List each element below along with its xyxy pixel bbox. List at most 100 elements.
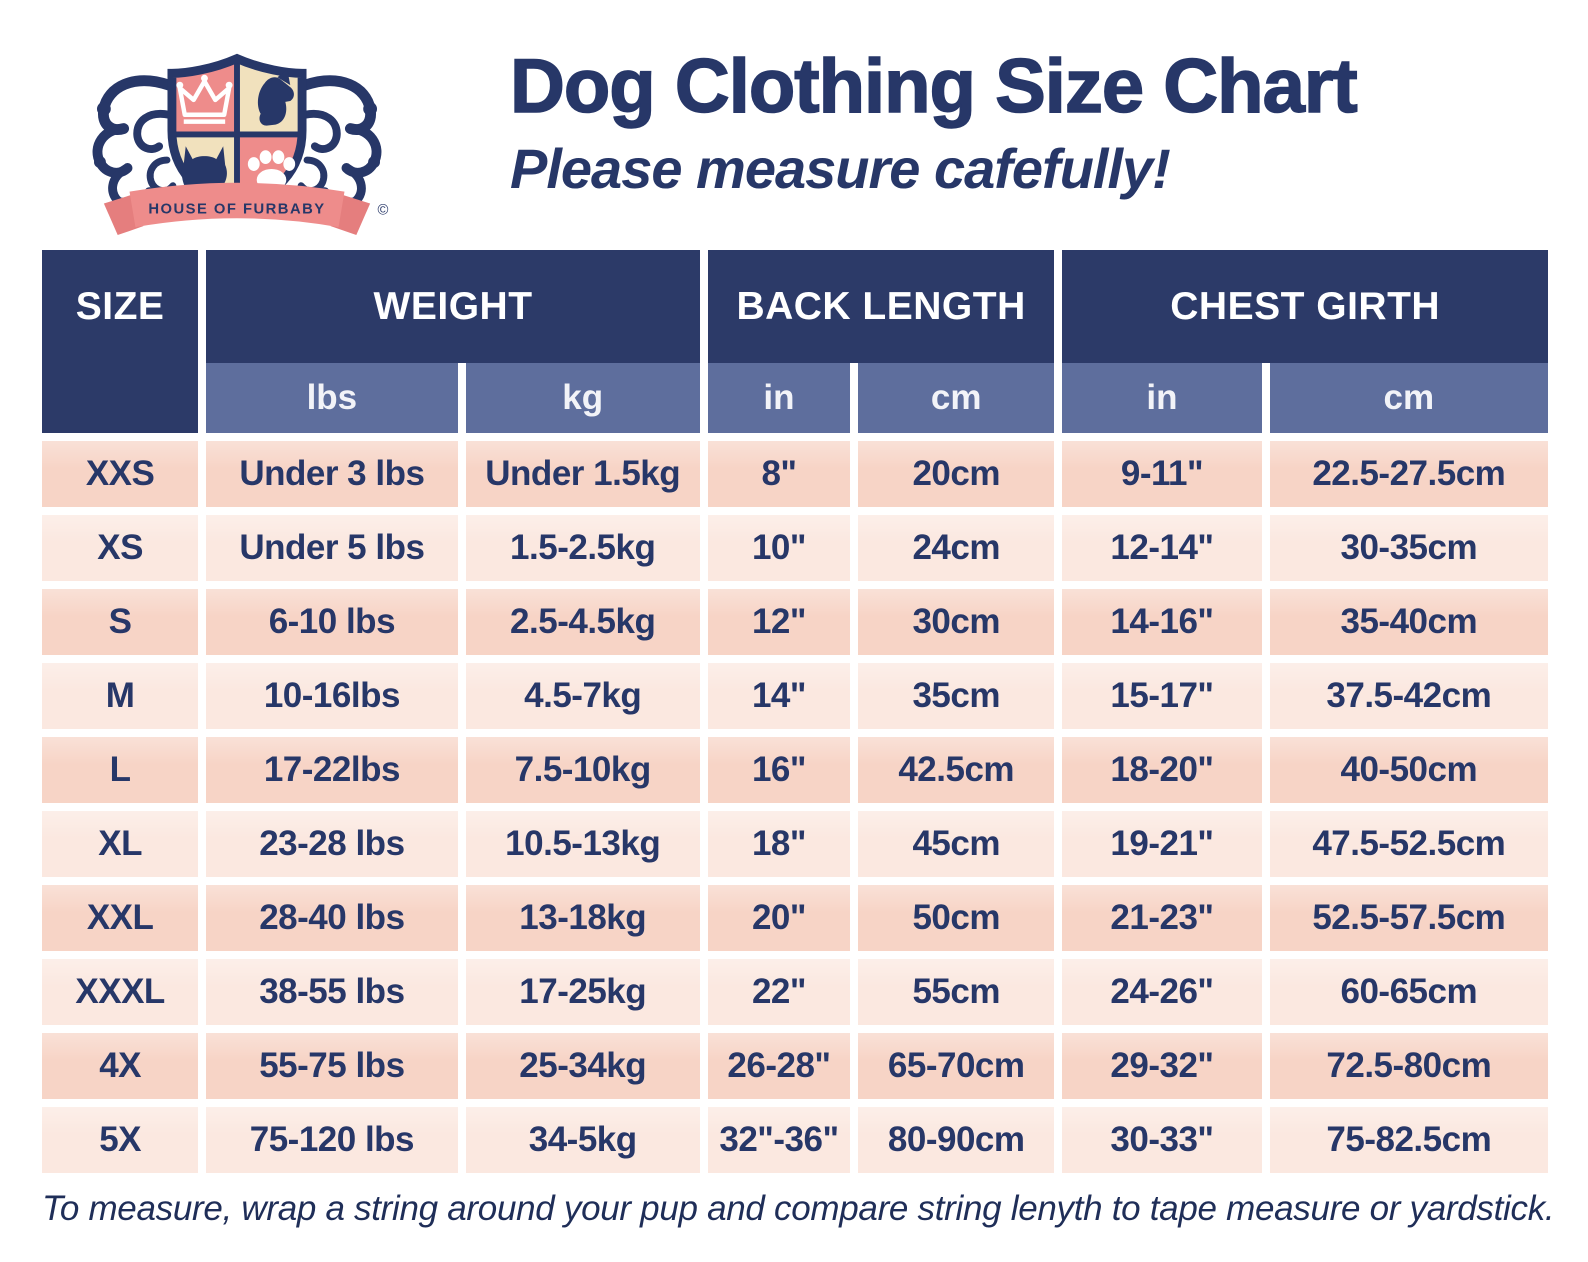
- cell-weight-lbs: 75-120 lbs: [206, 1107, 458, 1173]
- subheader-chest-girth-in: in: [1062, 363, 1262, 433]
- page-title: Dog Clothing Size Chart: [509, 44, 1358, 129]
- dog-icon: [257, 69, 294, 126]
- cell-size: XL: [42, 811, 199, 877]
- page-header: HOUSE OF FURBABY © Dog Clothing Size Cha…: [42, 26, 1548, 238]
- cell-back-length-in: 18": [707, 811, 851, 877]
- cell-chest-girth-cm: 75-82.5cm: [1269, 1107, 1548, 1173]
- cell-chest-girth-cm: 22.5-27.5cm: [1269, 441, 1548, 507]
- cell-chest-girth-in: 12-14": [1062, 515, 1262, 581]
- cell-weight-kg: 17-25kg: [465, 959, 700, 1025]
- table-row: S 6-10 lbs 2.5-4.5kg 12" 30cm 14-16" 35-…: [42, 589, 1548, 655]
- subheader-back-length-cm: cm: [858, 363, 1055, 433]
- cell-weight-kg: 2.5-4.5kg: [465, 589, 700, 655]
- house-of-furbaby-crest-logo: HOUSE OF FURBABY ©: [72, 26, 402, 238]
- cell-chest-girth-cm: 37.5-42cm: [1269, 663, 1548, 729]
- size-chart-table: SIZE WEIGHT BACK LENGTH CHEST GIRTH lbs …: [42, 250, 1548, 1173]
- cell-back-length-cm: 45cm: [858, 811, 1055, 877]
- table-header: SIZE WEIGHT BACK LENGTH CHEST GIRTH lbs …: [42, 250, 1548, 433]
- cell-chest-girth-cm: 47.5-52.5cm: [1269, 811, 1548, 877]
- table-row: XXL 28-40 lbs 13-18kg 20" 50cm 21-23" 52…: [42, 885, 1548, 951]
- table-row: 4X 55-75 lbs 25-34kg 26-28" 65-70cm 29-3…: [42, 1033, 1548, 1099]
- cell-back-length-in: 16": [707, 737, 851, 803]
- cell-chest-girth-in: 18-20": [1062, 737, 1262, 803]
- cell-weight-kg: 25-34kg: [465, 1033, 700, 1099]
- cell-chest-girth-cm: 40-50cm: [1269, 737, 1548, 803]
- cell-weight-lbs: 17-22lbs: [206, 737, 458, 803]
- cell-back-length-cm: 20cm: [858, 441, 1055, 507]
- ribbon-banner: HOUSE OF FURBABY ©: [103, 182, 388, 236]
- cell-weight-kg: 7.5-10kg: [465, 737, 700, 803]
- cell-weight-kg: 10.5-13kg: [465, 811, 700, 877]
- title-block: Dog Clothing Size Chart Please measure c…: [509, 44, 1358, 201]
- cell-back-length-in: 32"-36": [707, 1107, 851, 1173]
- cell-weight-lbs: Under 5 lbs: [206, 515, 458, 581]
- cell-size: 4X: [42, 1033, 199, 1099]
- column-header-size: SIZE: [42, 250, 199, 433]
- cell-size: XXS: [42, 441, 199, 507]
- cell-chest-girth-cm: 52.5-57.5cm: [1269, 885, 1548, 951]
- cell-back-length-in: 8": [707, 441, 851, 507]
- table-row: L 17-22lbs 7.5-10kg 16" 42.5cm 18-20" 40…: [42, 737, 1548, 803]
- cell-chest-girth-cm: 60-65cm: [1269, 959, 1548, 1025]
- subheader-chest-girth-cm: cm: [1269, 363, 1548, 433]
- cell-back-length-in: 20": [707, 885, 851, 951]
- cell-weight-kg: 13-18kg: [465, 885, 700, 951]
- cell-weight-kg: Under 1.5kg: [465, 441, 700, 507]
- cell-back-length-cm: 55cm: [858, 959, 1055, 1025]
- cell-weight-lbs: Under 3 lbs: [206, 441, 458, 507]
- cell-weight-lbs: 23-28 lbs: [206, 811, 458, 877]
- cell-weight-lbs: 10-16lbs: [206, 663, 458, 729]
- table-row: XS Under 5 lbs 1.5-2.5kg 10" 24cm 12-14"…: [42, 515, 1548, 581]
- cell-back-length-cm: 65-70cm: [858, 1033, 1055, 1099]
- cell-back-length-cm: 24cm: [858, 515, 1055, 581]
- cell-back-length-in: 22": [707, 959, 851, 1025]
- cell-chest-girth-in: 14-16": [1062, 589, 1262, 655]
- cell-weight-kg: 4.5-7kg: [465, 663, 700, 729]
- cell-back-length-cm: 80-90cm: [858, 1107, 1055, 1173]
- cell-chest-girth-cm: 35-40cm: [1269, 589, 1548, 655]
- table-row: XXS Under 3 lbs Under 1.5kg 8" 20cm 9-11…: [42, 441, 1548, 507]
- cell-back-length-in: 10": [707, 515, 851, 581]
- cell-size: M: [42, 663, 199, 729]
- measuring-note: To measure, wrap a string around your pu…: [42, 1189, 1555, 1228]
- crest-icon: HOUSE OF FURBABY ©: [92, 53, 388, 236]
- table-row: XXXL 38-55 lbs 17-25kg 22" 55cm 24-26" 6…: [42, 959, 1548, 1025]
- table-row: 5X 75-120 lbs 34-5kg 32"-36" 80-90cm 30-…: [42, 1107, 1548, 1173]
- table-row: XL 23-28 lbs 10.5-13kg 18" 45cm 19-21" 4…: [42, 811, 1548, 877]
- subheader-back-length-in: in: [707, 363, 851, 433]
- cell-back-length-in: 14": [707, 663, 851, 729]
- cell-weight-lbs: 38-55 lbs: [206, 959, 458, 1025]
- cell-weight-lbs: 55-75 lbs: [206, 1033, 458, 1099]
- cell-chest-girth-in: 29-32": [1062, 1033, 1262, 1099]
- cell-size: XS: [42, 515, 199, 581]
- copyright-symbol: ©: [377, 202, 388, 218]
- table-body: XXS Under 3 lbs Under 1.5kg 8" 20cm 9-11…: [42, 441, 1548, 1173]
- cell-size: S: [42, 589, 199, 655]
- cell-size: XXXL: [42, 959, 199, 1025]
- column-header-back-length: BACK LENGTH: [707, 250, 1055, 363]
- cell-chest-girth-cm: 72.5-80cm: [1269, 1033, 1548, 1099]
- cell-chest-girth-cm: 30-35cm: [1269, 515, 1548, 581]
- cell-back-length-cm: 35cm: [858, 663, 1055, 729]
- cell-back-length-in: 26-28": [707, 1033, 851, 1099]
- subheader-weight-lbs: lbs: [206, 363, 458, 433]
- cell-back-length-cm: 30cm: [858, 589, 1055, 655]
- cell-chest-girth-in: 30-33": [1062, 1107, 1262, 1173]
- cell-size: 5X: [42, 1107, 199, 1173]
- page-subtitle: Please measure cafefully!: [510, 136, 1171, 200]
- column-header-weight: WEIGHT: [206, 250, 700, 363]
- cell-back-length-in: 12": [707, 589, 851, 655]
- cell-chest-girth-in: 9-11": [1062, 441, 1262, 507]
- cell-weight-lbs: 6-10 lbs: [206, 589, 458, 655]
- cell-back-length-cm: 50cm: [858, 885, 1055, 951]
- banner-text: HOUSE OF FURBABY: [148, 201, 325, 217]
- cell-chest-girth-in: 19-21": [1062, 811, 1262, 877]
- cell-chest-girth-in: 24-26": [1062, 959, 1262, 1025]
- cell-weight-lbs: 28-40 lbs: [206, 885, 458, 951]
- cell-size: XXL: [42, 885, 199, 951]
- subheader-weight-kg: kg: [465, 363, 700, 433]
- cell-chest-girth-in: 15-17": [1062, 663, 1262, 729]
- table-row: M 10-16lbs 4.5-7kg 14" 35cm 15-17" 37.5-…: [42, 663, 1548, 729]
- column-header-chest-girth: CHEST GIRTH: [1062, 250, 1548, 363]
